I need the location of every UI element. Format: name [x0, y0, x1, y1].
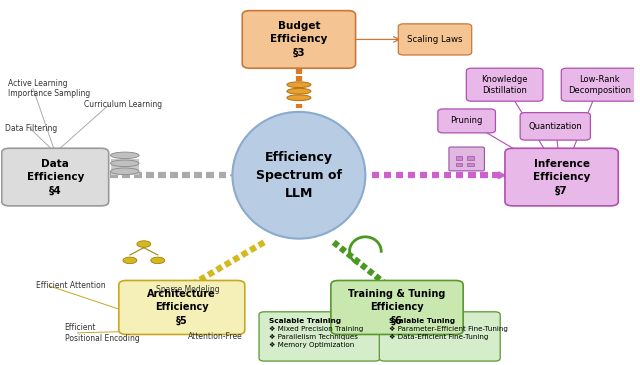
FancyBboxPatch shape — [467, 68, 543, 101]
Text: Curriculum Learning: Curriculum Learning — [84, 100, 162, 109]
FancyBboxPatch shape — [456, 162, 462, 166]
Ellipse shape — [287, 82, 311, 88]
Ellipse shape — [151, 257, 164, 264]
Text: Data Filtering: Data Filtering — [4, 124, 57, 132]
Ellipse shape — [123, 257, 137, 264]
Ellipse shape — [111, 168, 139, 174]
Text: Scaling Laws: Scaling Laws — [407, 35, 463, 44]
FancyBboxPatch shape — [467, 156, 474, 160]
FancyBboxPatch shape — [398, 24, 472, 55]
Text: Active Learning
Importance Sampling: Active Learning Importance Sampling — [8, 78, 90, 98]
Text: Quantization: Quantization — [529, 122, 582, 131]
Text: Scalable Training: Scalable Training — [269, 318, 340, 324]
Text: Training & Tuning
Efficiency
§6: Training & Tuning Efficiency §6 — [348, 289, 445, 326]
FancyBboxPatch shape — [438, 109, 495, 133]
Text: ❖ Data-Efficient Fine-Tuning: ❖ Data-Efficient Fine-Tuning — [388, 334, 488, 341]
Text: ❖ Parallelism Techniques: ❖ Parallelism Techniques — [269, 334, 357, 341]
FancyBboxPatch shape — [243, 11, 356, 68]
Ellipse shape — [287, 95, 311, 101]
Text: Pruning: Pruning — [451, 116, 483, 126]
FancyBboxPatch shape — [111, 159, 139, 174]
Text: Sparse Modeling: Sparse Modeling — [156, 285, 220, 294]
Text: Efficient
Positional Encoding: Efficient Positional Encoding — [65, 323, 140, 342]
FancyBboxPatch shape — [520, 112, 590, 140]
FancyBboxPatch shape — [259, 312, 380, 361]
FancyBboxPatch shape — [380, 312, 500, 361]
Text: ❖ Mixed Precision Training: ❖ Mixed Precision Training — [269, 326, 363, 333]
Ellipse shape — [111, 160, 139, 166]
Text: Scalable Tuning: Scalable Tuning — [388, 318, 455, 324]
Text: Efficient Attention: Efficient Attention — [36, 281, 106, 290]
Text: Efficiency
Spectrum of
LLM: Efficiency Spectrum of LLM — [256, 151, 342, 200]
FancyBboxPatch shape — [119, 280, 244, 334]
Text: Budget
Efficiency
§3: Budget Efficiency §3 — [270, 21, 328, 58]
Ellipse shape — [137, 241, 151, 247]
FancyBboxPatch shape — [505, 148, 618, 206]
FancyBboxPatch shape — [456, 156, 462, 160]
Text: Architecture
Efficiency
§5: Architecture Efficiency §5 — [147, 289, 216, 326]
FancyBboxPatch shape — [449, 147, 484, 171]
Ellipse shape — [232, 112, 365, 239]
FancyBboxPatch shape — [561, 68, 638, 101]
Text: Data
Efficiency
§4: Data Efficiency §4 — [26, 159, 84, 195]
FancyBboxPatch shape — [467, 162, 474, 166]
Text: Inference
Efficiency
§7: Inference Efficiency §7 — [533, 159, 590, 195]
Ellipse shape — [111, 152, 139, 159]
Text: Knowledge
Distillation: Knowledge Distillation — [481, 75, 528, 95]
Text: ❖ Memory Optimization: ❖ Memory Optimization — [269, 342, 354, 348]
FancyBboxPatch shape — [2, 148, 109, 206]
Text: Attention-Free: Attention-Free — [188, 332, 243, 341]
FancyBboxPatch shape — [331, 280, 463, 334]
Ellipse shape — [287, 88, 311, 94]
Text: ❖ Parameter-Efficient Fine-Tuning: ❖ Parameter-Efficient Fine-Tuning — [388, 326, 508, 333]
Text: Low-Rank
Decomposition: Low-Rank Decomposition — [568, 75, 631, 95]
